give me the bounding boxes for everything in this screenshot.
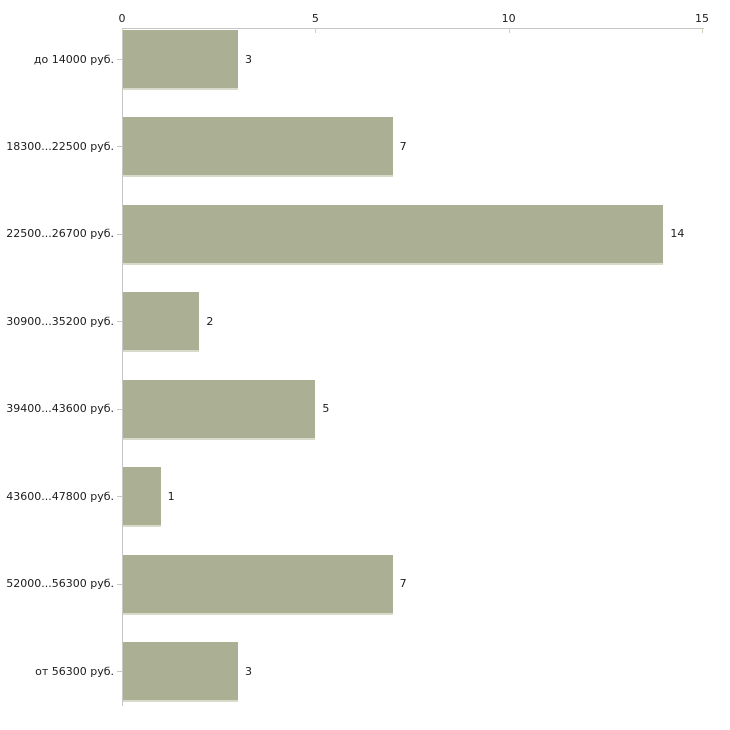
- bar: [123, 292, 200, 353]
- x-axis-line: [122, 28, 704, 29]
- value-label: 1: [167, 489, 175, 503]
- x-axis-tick: [315, 28, 317, 33]
- category-tick: [117, 146, 122, 147]
- category-tick: [117, 409, 122, 410]
- x-axis-tick-label: 5: [311, 12, 319, 25]
- x-axis-tick-label: 0: [118, 12, 126, 25]
- x-axis-tick: [508, 28, 510, 33]
- x-axis-tick: [122, 28, 123, 33]
- category-label: 18300...22500 руб.: [6, 139, 114, 153]
- category-label: 39400...43600 руб.: [6, 402, 114, 416]
- category-tick: [117, 671, 122, 672]
- bar: [123, 554, 393, 615]
- value-label: 14: [670, 227, 685, 241]
- value-label: 3: [245, 664, 252, 678]
- category-tick: [117, 234, 122, 235]
- x-axis-tick: [702, 28, 703, 33]
- bar: [123, 204, 664, 265]
- category-tick: [117, 584, 122, 585]
- category-label: 22500...26700 руб.: [6, 227, 114, 241]
- category-tick: [117, 496, 122, 497]
- bar: [123, 379, 316, 440]
- bar: [123, 467, 161, 528]
- y-axis-line: [122, 28, 123, 706]
- category-label: от 56300 руб.: [35, 664, 114, 678]
- x-axis-tick-label: 10: [501, 12, 516, 25]
- x-axis-tick-label: 15: [695, 12, 709, 25]
- bar: [123, 642, 238, 702]
- category-label: до 14000 руб.: [33, 52, 114, 66]
- category-tick: [117, 59, 122, 60]
- bar: [123, 30, 238, 90]
- bar: [123, 117, 393, 178]
- value-label: 7: [399, 577, 407, 591]
- category-label: 52000...56300 руб.: [6, 577, 114, 591]
- value-label: 5: [322, 402, 330, 416]
- value-label: 2: [206, 314, 214, 328]
- category-tick: [117, 321, 122, 322]
- category-label: 43600...47800 руб.: [6, 489, 114, 503]
- value-label: 7: [399, 139, 407, 153]
- category-label: 30900...35200 руб.: [6, 314, 114, 328]
- value-label: 3: [245, 52, 252, 66]
